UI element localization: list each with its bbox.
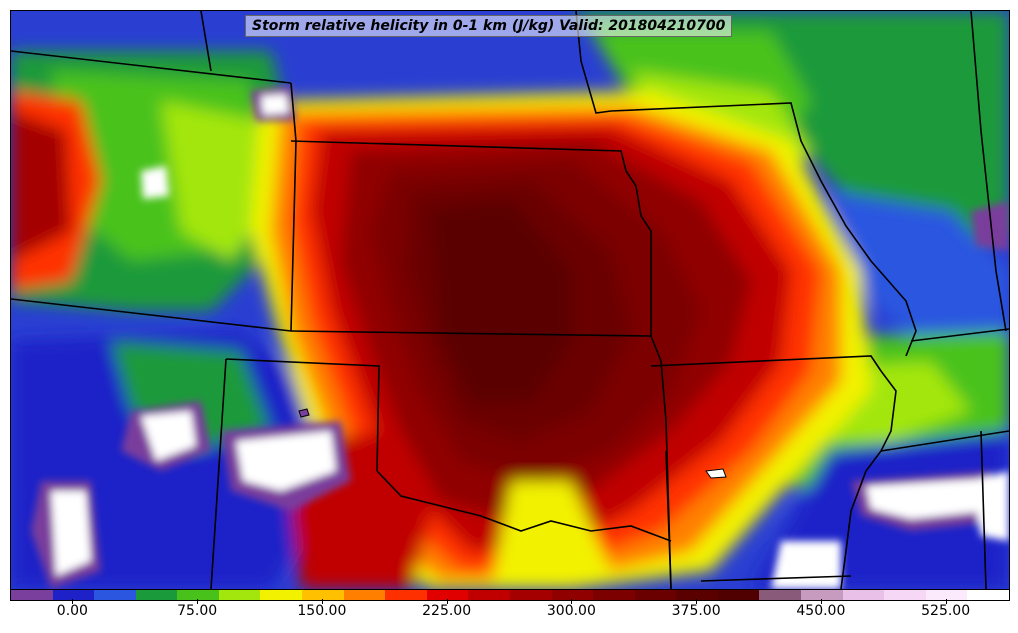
- helicity-map: [11, 11, 1009, 589]
- colorbar-segment: [593, 590, 635, 600]
- colorbar-segment: [676, 590, 718, 600]
- colorbar-segment: [302, 590, 344, 600]
- colorbar-segment: [260, 590, 303, 600]
- colorbar-tick-label: 300.00: [546, 603, 596, 619]
- colorbar-segment: [385, 590, 427, 600]
- colorbar-segment: [925, 590, 968, 600]
- lake-outlines: [298, 408, 727, 479]
- colorbar-tick-label: 0.00: [56, 603, 88, 619]
- map-panel: [10, 10, 1010, 590]
- colorbar-segment: [551, 590, 594, 600]
- colorbar-tick-mark: [72, 599, 74, 604]
- colorbar-segment: [800, 590, 843, 600]
- colorbar-tick-mark: [321, 599, 323, 604]
- colorbar-tick-label: 150.00: [297, 603, 347, 619]
- map-title: Storm relative helicity in 0-1 km (J/kg)…: [245, 15, 733, 37]
- colorbar-segment: [717, 590, 760, 600]
- state-borders: [11, 11, 1009, 589]
- colorbar-segment: [94, 590, 136, 600]
- colorbar-tick-mark: [197, 599, 199, 604]
- colorbar-segment: [759, 590, 801, 600]
- colorbar-tick-label: 525.00: [921, 603, 971, 619]
- low-helicity-patches: [31, 86, 1009, 589]
- helicity-field: [11, 11, 1009, 589]
- colorbar-tick-label: 375.00: [671, 603, 721, 619]
- colorbar-segment: [509, 590, 552, 600]
- colorbar-segment: [426, 590, 469, 600]
- colorbar-tick-mark: [446, 599, 448, 604]
- colorbar-segment: [967, 590, 1009, 600]
- colorbar-segment: [135, 590, 178, 600]
- colorbar-segment: [177, 590, 219, 600]
- colorbar-ticks: 0.00 75.00 150.00 225.00 300.00 375.00 450.00 5…: [10, 599, 1008, 629]
- colorbar-tick-mark: [945, 599, 947, 604]
- colorbar: [10, 589, 1010, 601]
- colorbar-tick-label: 450.00: [796, 603, 846, 619]
- colorbar-segment: [52, 590, 95, 600]
- colorbar-tick-label: 75.00: [177, 603, 218, 619]
- colorbar-segment: [884, 590, 926, 600]
- colorbar-tick-label: 225.00: [422, 603, 472, 619]
- colorbar-tick-mark: [696, 599, 698, 604]
- colorbar-segment: [343, 590, 386, 600]
- colorbar-segment: [634, 590, 677, 600]
- colorbar-tick-mark: [571, 599, 573, 604]
- colorbar-segment: [218, 590, 261, 600]
- colorbar-segment: [842, 590, 885, 600]
- colorbar-segment: [468, 590, 510, 600]
- colorbar-tick-mark: [820, 599, 822, 604]
- colorbar-segment: [11, 590, 53, 600]
